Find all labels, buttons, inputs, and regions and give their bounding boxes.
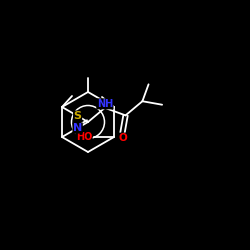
Text: NH: NH [97,99,113,109]
Text: HO: HO [76,132,92,142]
Text: N: N [73,123,82,133]
Text: S: S [74,111,82,121]
Text: O: O [118,133,127,143]
